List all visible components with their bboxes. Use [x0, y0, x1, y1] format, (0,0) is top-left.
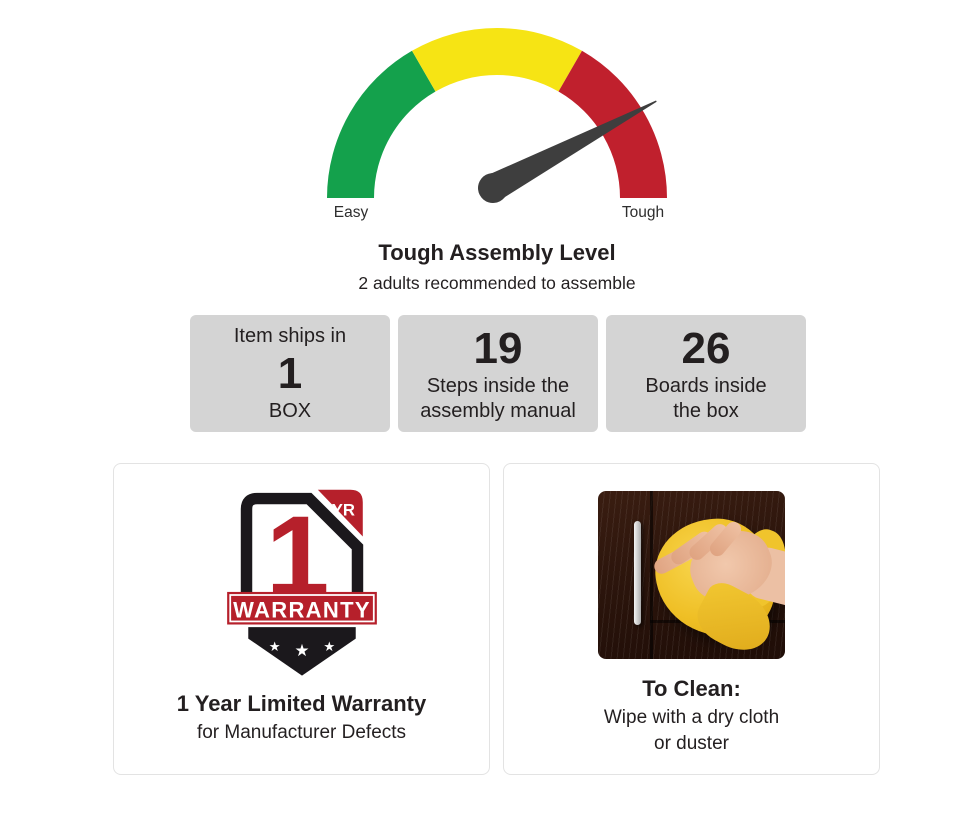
- stat-number: 19: [473, 323, 523, 373]
- stat-box-ships-in: Item ships in 1 BOX: [190, 315, 390, 432]
- badge-banner: [226, 591, 377, 625]
- cleaning-line-1: Wipe with a dry cloth: [603, 707, 780, 728]
- cleaning-text: To Clean: Wipe with a dry cloth or duste…: [604, 675, 779, 757]
- cleaning-title: To Clean:: [642, 676, 741, 701]
- gauge-needle-pointer: [486, 100, 657, 201]
- warranty-subtitle: for Manufacturer Defects: [196, 722, 407, 743]
- stat-label: BOX: [268, 399, 312, 422]
- star-icon: ★: [323, 639, 335, 654]
- cleaning-card: To Clean: Wipe with a dry cloth or duste…: [503, 463, 880, 775]
- gauge-needle: [478, 100, 657, 203]
- cleaning-line-2: or duster: [654, 733, 729, 754]
- gauge-segment-easy: [327, 50, 436, 198]
- stat-box-steps: 19 Steps inside the assembly manual: [398, 315, 598, 432]
- badge-banner-border: [228, 594, 375, 623]
- stat-number: 26: [681, 323, 731, 373]
- assembly-level-subtitle: 2 adults recommended to assemble: [358, 273, 636, 293]
- gauge-segment-medium: [412, 28, 582, 92]
- assembly-heading: Tough Assembly Level 2 adults recommende…: [197, 240, 797, 294]
- stat-label: Boards inside: [645, 374, 767, 397]
- warranty-card: YR 1 WARRANTY ★ ★ ★ 1 Year Limited Warra…: [113, 463, 490, 775]
- stat-label: the box: [673, 399, 739, 422]
- stats-row: Item ships in 1 BOX 19 Steps inside the …: [190, 315, 806, 432]
- stat-number: 1: [277, 348, 303, 398]
- badge-banner-label: WARRANTY: [233, 597, 371, 622]
- stat-label: assembly manual: [420, 399, 576, 422]
- warranty-title: 1 Year Limited Warranty: [176, 691, 427, 716]
- drawer-handle: [634, 521, 641, 625]
- cleaning-photo: [598, 491, 785, 659]
- panel-groove: [650, 491, 653, 659]
- gauge-label-easy: Easy: [334, 204, 369, 221]
- badge-yr-corner: [317, 489, 363, 537]
- gauge-label-tough: Tough: [622, 204, 664, 221]
- badge-bottom-point: [247, 627, 356, 676]
- warranty-badge: YR 1 WARRANTY ★ ★ ★: [226, 489, 377, 676]
- stat-label: Item ships in: [233, 324, 347, 347]
- stat-label: Steps inside the: [426, 374, 570, 397]
- badge-yr-label: YR: [331, 500, 354, 519]
- stat-box-boards: 26 Boards inside the box: [606, 315, 806, 432]
- warranty-text: 1 Year Limited Warranty for Manufacturer…: [177, 690, 426, 746]
- assembly-level-title: Tough Assembly Level: [378, 240, 616, 265]
- star-icon: ★: [294, 641, 309, 660]
- star-icon: ★: [268, 639, 280, 654]
- assembly-difficulty-gauge: Easy Tough: [327, 28, 667, 221]
- cards-row: YR 1 WARRANTY ★ ★ ★ 1 Year Limited Warra…: [113, 463, 880, 775]
